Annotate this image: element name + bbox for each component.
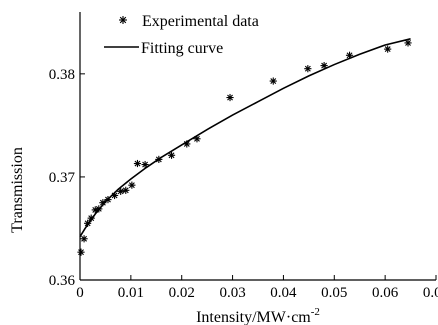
data-point xyxy=(95,205,103,213)
data-point xyxy=(104,196,112,204)
data-point xyxy=(110,191,119,200)
x-axis-title: Intensity/MW·cm-2 xyxy=(196,306,320,325)
legend-marker-asterisk xyxy=(119,16,127,24)
experimental-points-layer xyxy=(77,39,412,256)
y-axis-title: Transmission xyxy=(9,147,26,233)
data-point xyxy=(91,206,99,214)
x-tick-label: 0.02 xyxy=(169,285,195,301)
data-point xyxy=(77,248,85,256)
data-point xyxy=(128,181,136,189)
x-tick-label: 0.04 xyxy=(270,285,297,301)
axes xyxy=(79,12,436,281)
x-tick-label: 0.05 xyxy=(321,285,347,301)
legend-item-fit: Fitting curve xyxy=(104,40,223,57)
x-tick-label: 0.07 xyxy=(423,285,438,301)
legend-asterisk-icon xyxy=(119,16,127,24)
data-point xyxy=(80,235,88,243)
x-tick-label: 0.03 xyxy=(219,285,245,301)
legend: Experimental data Fitting curve xyxy=(104,13,259,57)
data-point xyxy=(84,219,92,227)
data-point xyxy=(304,65,312,73)
data-point xyxy=(226,93,234,102)
legend-label-fit: Fitting curve xyxy=(141,40,223,57)
y-tick-label: 0.36 xyxy=(49,273,76,289)
data-point xyxy=(345,51,354,59)
y-tick-label: 0.38 xyxy=(49,67,75,83)
y-tick-label: 0.37 xyxy=(49,170,76,186)
data-point xyxy=(122,186,130,194)
x-tick-label: 0.01 xyxy=(118,285,144,301)
data-point xyxy=(404,39,412,47)
fitting-curve-line xyxy=(79,38,411,238)
data-point xyxy=(117,187,125,195)
legend-label-experimental: Experimental data xyxy=(142,13,259,30)
legend-item-experimental: Experimental data xyxy=(119,13,259,30)
x-tick-label: 0.06 xyxy=(372,285,399,301)
data-point xyxy=(183,140,191,148)
data-point xyxy=(384,45,392,53)
data-point xyxy=(269,77,277,85)
x-axis-title-main: Intensity/MW·cm xyxy=(196,309,311,325)
ticks: 0 0.01 0.02 0.03 0.04 0.05 0.06 0.07 0.36 0.37 0.3… xyxy=(49,67,438,301)
x-axis-title-exponent: -2 xyxy=(311,306,320,318)
data-point xyxy=(99,199,107,207)
fitting-curve-layer xyxy=(79,38,411,238)
data-point xyxy=(141,160,149,169)
x-tick-label: 0 xyxy=(76,285,84,301)
data-point xyxy=(133,159,142,168)
data-point xyxy=(320,62,328,70)
data-point xyxy=(155,155,163,163)
data-point xyxy=(193,135,201,143)
data-point xyxy=(167,151,176,159)
data-point xyxy=(87,214,95,222)
